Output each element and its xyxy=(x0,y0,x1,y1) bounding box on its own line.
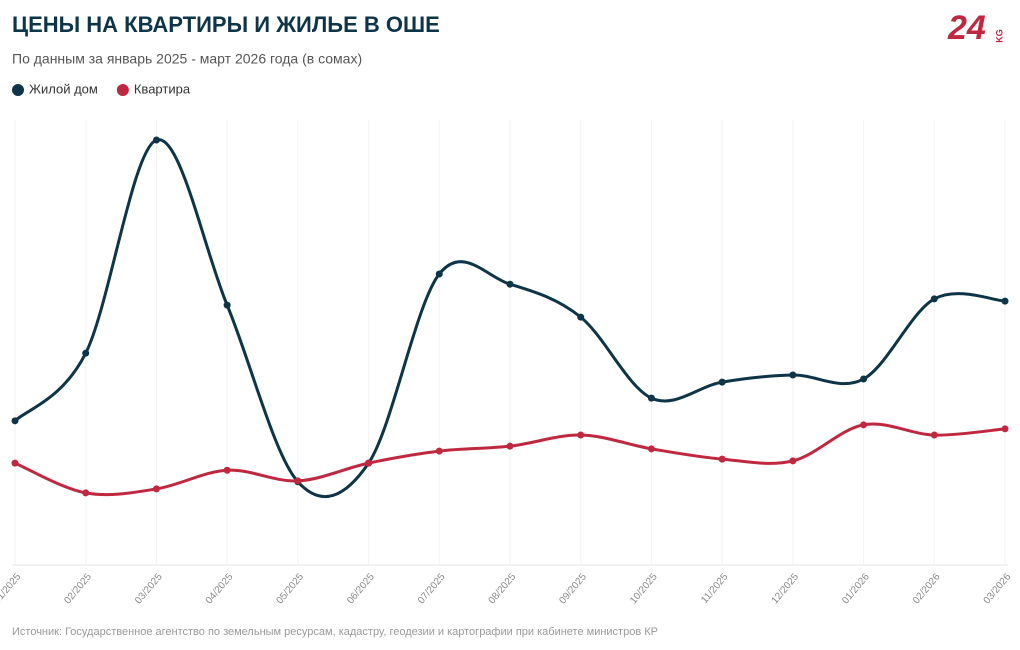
data-point xyxy=(789,371,797,379)
data-point xyxy=(718,378,726,386)
x-tick-label: 03/2025 xyxy=(133,571,165,606)
chart-subtitle: По данным за январь 2025 - март 2026 год… xyxy=(12,51,362,67)
data-point xyxy=(223,301,231,309)
data-point xyxy=(435,270,443,278)
x-tick-label: 08/2025 xyxy=(487,571,519,606)
logo: 24 xyxy=(947,9,986,47)
data-point xyxy=(435,447,443,455)
data-point xyxy=(506,442,514,450)
source-note: Источник: Государственное агентство по з… xyxy=(12,626,658,638)
data-point xyxy=(11,417,19,425)
x-tick-label: 01/2026 xyxy=(840,571,872,606)
data-point xyxy=(82,349,90,357)
data-point xyxy=(577,431,585,439)
legend-label: Жилой дом xyxy=(29,81,98,96)
data-point xyxy=(647,445,655,453)
data-point xyxy=(860,375,868,383)
x-tick-label: 10/2025 xyxy=(628,571,660,606)
data-point xyxy=(930,431,938,439)
logo-sub: KG xyxy=(994,29,1004,43)
x-tick-label: 02/2025 xyxy=(62,571,94,606)
legend-marker xyxy=(116,84,129,96)
x-tick-label: 05/2025 xyxy=(275,571,307,606)
x-tick-label: 07/2025 xyxy=(416,571,448,606)
data-point xyxy=(506,280,514,288)
chart-title: ЦЕНЫ НА КВАРТИРЫ И ЖИЛЬЕ В ОШЕ xyxy=(12,12,440,37)
x-tick-label: 12/2025 xyxy=(770,571,802,606)
data-point xyxy=(82,489,90,497)
x-tick-label: 06/2025 xyxy=(345,571,377,606)
data-point xyxy=(577,313,585,321)
data-point xyxy=(294,477,302,485)
data-point xyxy=(860,421,868,429)
data-point xyxy=(223,466,231,474)
x-tick-label: 02/2026 xyxy=(911,571,943,606)
data-point xyxy=(152,136,160,144)
data-point xyxy=(647,394,655,402)
x-tick-label: 11/2025 xyxy=(699,571,730,606)
data-point xyxy=(365,459,373,467)
data-point xyxy=(11,459,19,467)
data-point xyxy=(1001,297,1009,305)
data-point xyxy=(930,295,938,303)
x-tick-label: 01/2025 xyxy=(0,571,24,606)
data-point xyxy=(718,455,726,463)
data-point xyxy=(1001,425,1009,433)
legend-marker xyxy=(12,84,24,96)
x-tick-label: 09/2025 xyxy=(557,571,589,606)
data-point xyxy=(152,485,160,493)
x-tick-label: 03/2026 xyxy=(982,571,1014,606)
legend-label: Квартира xyxy=(134,81,191,96)
data-point xyxy=(789,457,797,465)
x-tick-label: 04/2025 xyxy=(204,571,236,606)
